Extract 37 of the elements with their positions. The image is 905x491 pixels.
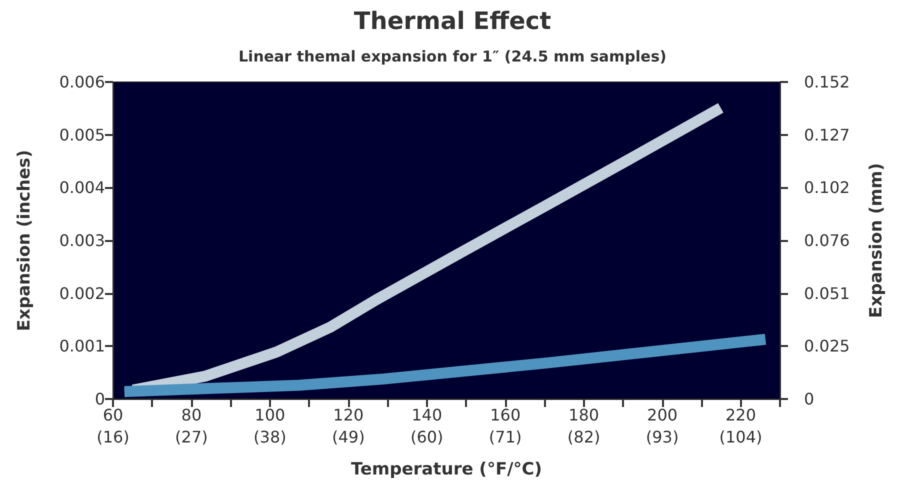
x2-tick-label: (27) bbox=[175, 428, 208, 446]
x2-tick-label: (71) bbox=[488, 428, 522, 446]
y-tick-label: 0.002 bbox=[59, 284, 105, 303]
x-tick-label: 220 bbox=[725, 406, 756, 424]
x-axis-title: Temperature (°F/°C) bbox=[350, 460, 542, 480]
y2-tick-label: 0.127 bbox=[804, 125, 850, 144]
x2-tick-label: (49) bbox=[332, 428, 365, 446]
x2-tick-label: (38) bbox=[254, 428, 286, 446]
x-tick-label: 180 bbox=[568, 406, 600, 424]
x-tick-label: 160 bbox=[490, 406, 521, 424]
x2-tick-label: (93) bbox=[646, 428, 679, 446]
y2-tick-label: 0.152 bbox=[804, 72, 850, 92]
x-tick-label: 140 bbox=[412, 406, 442, 424]
y-tick-label: 0.006 bbox=[59, 72, 105, 92]
y-axis-title: Expansion (inches) bbox=[14, 150, 34, 332]
y2-axis-title: Expansion (mm) bbox=[866, 163, 886, 318]
y2-tick-label: 0.051 bbox=[804, 284, 850, 303]
y-tick-label: 0.001 bbox=[59, 336, 105, 356]
y-tick-label: 0.004 bbox=[59, 178, 105, 198]
y-tick-label: 0 bbox=[94, 390, 105, 408]
x-tick-label: 120 bbox=[333, 406, 364, 424]
y2-tick-label: 0 bbox=[804, 390, 814, 408]
chart-subtitle: Linear themal expansion for 1″ (24.5 mm samples) bbox=[238, 48, 666, 66]
x2-tick-label: (16) bbox=[96, 428, 130, 446]
x-tick-label: 60 bbox=[102, 406, 124, 424]
x-tick-label: 80 bbox=[181, 406, 202, 424]
x2-tick-label: (60) bbox=[410, 428, 444, 446]
y2-tick-label: 0.076 bbox=[804, 231, 850, 250]
y-tick-label: 0.003 bbox=[59, 231, 105, 250]
x2-tick-label: (104) bbox=[719, 428, 762, 446]
x-tick-label: 200 bbox=[647, 406, 678, 424]
chart-title: Thermal Effect bbox=[354, 7, 552, 35]
y2-tick-label: 0.102 bbox=[804, 178, 850, 198]
x-tick-label: 100 bbox=[254, 406, 286, 424]
x2-tick-label: (82) bbox=[567, 428, 600, 446]
y2-tick-label: 0.025 bbox=[804, 336, 850, 356]
y-tick-label: 0.005 bbox=[59, 125, 105, 144]
